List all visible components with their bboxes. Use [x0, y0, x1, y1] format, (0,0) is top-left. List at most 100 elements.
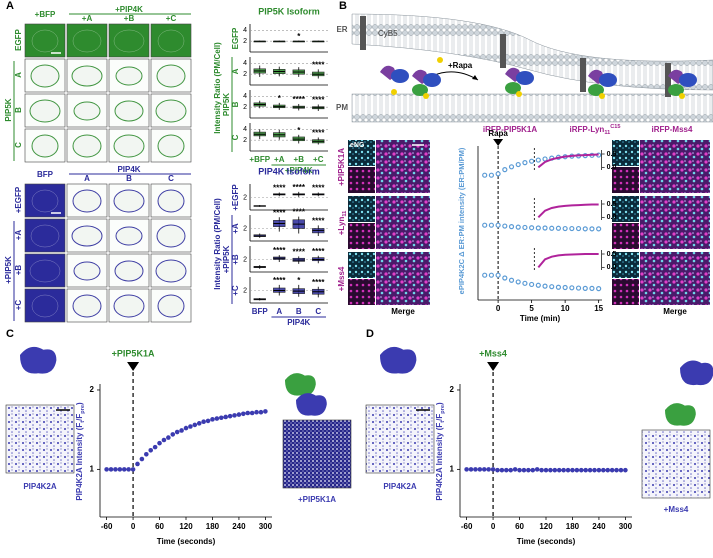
significance: **** — [312, 184, 325, 193]
x-tick-label: A — [276, 307, 282, 316]
magenta-channel — [612, 279, 639, 305]
cyb5-anchor — [500, 34, 506, 68]
construct-label: iRFP-Lyn11C15 — [570, 124, 621, 136]
data-point — [535, 157, 541, 163]
protein-icon — [296, 393, 327, 416]
data-point — [170, 432, 176, 437]
data-point — [535, 282, 541, 288]
data-point — [534, 467, 540, 472]
data-point — [464, 467, 469, 472]
x-tick-label: BFP — [252, 307, 269, 316]
y-axis-label: PIP4K2A Intensity (Ft/Fpre) — [435, 402, 446, 501]
merge-image — [376, 252, 430, 305]
x-tick-label: 0 — [496, 304, 501, 313]
row-label: EGFP — [231, 27, 240, 49]
cell-outline — [72, 294, 102, 318]
data-point — [490, 467, 496, 472]
green-channel — [612, 252, 639, 278]
row-group-label: PIP5K — [4, 98, 13, 121]
data-point — [157, 440, 162, 446]
data-point — [205, 418, 211, 424]
data-point — [218, 415, 224, 421]
data-point — [508, 164, 515, 170]
data-point — [139, 456, 145, 462]
data-point — [227, 413, 233, 419]
row-label: +B — [231, 254, 240, 265]
y-axis-label-part: pre — [80, 405, 86, 414]
data-point — [548, 467, 553, 473]
x-axis-label: Time (seconds) — [157, 537, 216, 546]
lipid — [516, 91, 522, 97]
row-label: +Mss4 — [337, 266, 346, 291]
data-point — [481, 467, 487, 472]
significance: **** — [293, 208, 306, 217]
event-marker — [493, 139, 504, 146]
data-point — [556, 467, 562, 473]
green-channel — [348, 196, 375, 222]
data-point — [148, 448, 154, 453]
data-point — [508, 224, 515, 230]
data-point — [515, 161, 521, 168]
row-label-part: +Mss4 — [337, 266, 346, 291]
row-label: A — [231, 68, 240, 74]
data-point — [121, 467, 127, 472]
data-point — [569, 225, 575, 232]
row-label: B — [14, 107, 23, 113]
rapa-label: +Rapa — [448, 61, 473, 70]
x-axis-label: Time (seconds) — [517, 537, 576, 546]
x-tick-label: 120 — [179, 522, 193, 531]
magenta-channel — [348, 223, 375, 249]
micrograph — [24, 23, 66, 58]
cell-outline — [73, 261, 101, 281]
cell-outline — [156, 224, 186, 248]
cyb5-anchor — [580, 58, 586, 92]
protein-icon — [20, 346, 57, 374]
data-point — [522, 224, 528, 231]
data-point — [210, 417, 215, 422]
data-point — [482, 272, 488, 278]
data-point — [258, 409, 264, 415]
data-point — [522, 280, 528, 286]
y-tick-label: 1 — [90, 464, 95, 473]
construct-label: iRFP-PIP5K1A — [483, 125, 537, 134]
image-label: +Mss4 — [664, 505, 689, 514]
data-point — [495, 222, 501, 228]
data-point — [517, 467, 522, 473]
data-point — [214, 416, 220, 421]
micrograph — [24, 288, 66, 323]
y-axis-label-part: ) — [75, 402, 84, 405]
x-tick-label: 0 — [131, 522, 136, 531]
y-axis-label-part: t — [80, 421, 86, 423]
data-point — [130, 467, 136, 472]
y-tick-label: 2 — [450, 385, 455, 394]
data-point — [117, 467, 123, 472]
data-point — [565, 467, 571, 473]
data-point — [596, 467, 602, 473]
lipid — [679, 93, 685, 99]
cell-outline — [157, 189, 185, 213]
significance: **** — [293, 95, 306, 104]
data-point — [104, 467, 109, 472]
construct-label-part: iRFP-Lyn — [570, 125, 605, 134]
cell-outline — [114, 260, 144, 282]
y-axis-label: PIP4K2A Intensity (Ft/Fpre) — [75, 402, 86, 501]
row-label: +C — [231, 285, 240, 296]
row-label-part: +Lyn — [337, 217, 346, 236]
data-point — [570, 467, 575, 473]
data-point — [502, 223, 508, 229]
cell-outline — [113, 189, 145, 213]
y-tick-label: 2 — [243, 194, 247, 201]
data-point — [618, 467, 624, 473]
x-tick-label: 0 — [491, 522, 496, 531]
data-point — [562, 225, 568, 232]
x-tick-label: 120 — [539, 522, 553, 531]
x-tick-label: C — [315, 307, 321, 316]
x-tick-label: +B — [294, 155, 305, 164]
data-point — [254, 409, 259, 415]
data-point — [508, 467, 514, 473]
row-label: A — [14, 72, 23, 78]
merge-image — [376, 196, 430, 249]
data-point — [179, 428, 184, 433]
row-label: C — [14, 142, 23, 148]
x-tick-label: +BFP — [249, 155, 270, 164]
